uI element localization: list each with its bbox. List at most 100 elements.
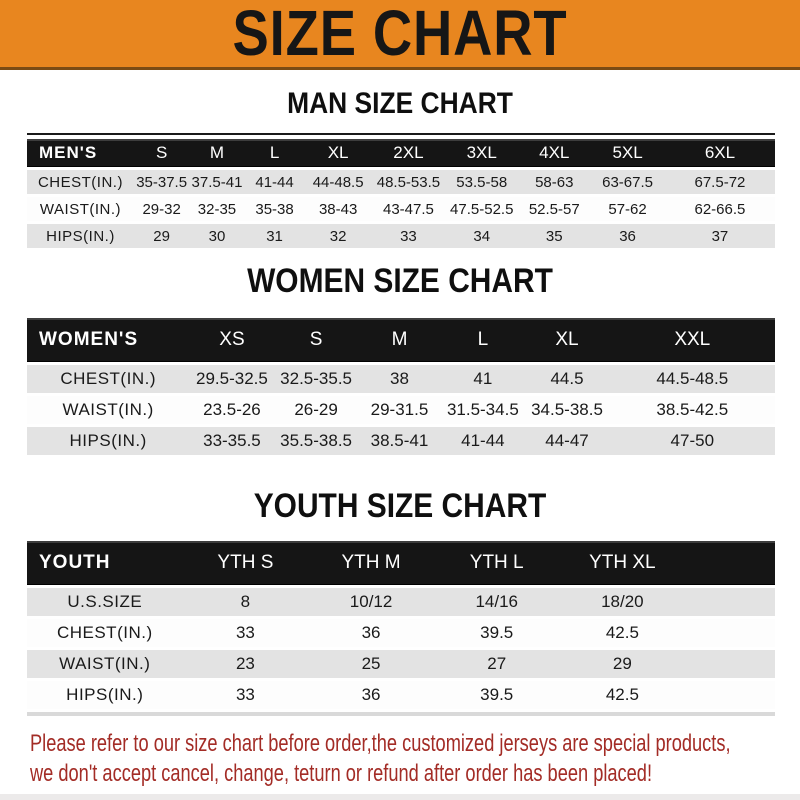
size-value-cell: 41-44 bbox=[461, 431, 505, 450]
women-section-heading: WOMEN SIZE CHART bbox=[247, 262, 553, 300]
row-label: WAIST(IN.) bbox=[62, 400, 154, 419]
size-column-header: XS bbox=[219, 329, 245, 350]
size-column-header: 5XL bbox=[612, 143, 643, 162]
size-column-header: M bbox=[391, 329, 408, 350]
size-value-cell: 42.5 bbox=[605, 685, 639, 704]
size-value-cell: 36 bbox=[619, 227, 636, 245]
section-men: MAN SIZE CHART MEN'S S M L XL 2XL 3XL 4XL 5XL 6XL… bbox=[0, 89, 800, 248]
size-value-cell: 18/20 bbox=[601, 592, 644, 611]
size-value-cell: 36 bbox=[361, 685, 381, 704]
size-value-cell: 29 bbox=[153, 227, 170, 245]
size-value-cell: 31.5-34.5 bbox=[446, 400, 519, 419]
size-value-cell: 23.5-26 bbox=[203, 400, 261, 419]
size-value-cell: 29 bbox=[612, 654, 632, 673]
size-value-cell: 10/12 bbox=[349, 592, 393, 611]
size-value-cell: 34.5-38.5 bbox=[531, 400, 603, 419]
size-value-cell: 32-35 bbox=[197, 200, 237, 218]
women-table-header-row: WOMEN'S XS S M L XL XXL bbox=[27, 318, 775, 362]
size-column-header: 3XL bbox=[466, 143, 497, 162]
size-value-cell: 44.5-48.5 bbox=[656, 369, 729, 388]
size-value-cell: 33-35.5 bbox=[203, 431, 261, 450]
size-value-cell: 38 bbox=[390, 369, 409, 388]
size-value-cell: 35 bbox=[545, 227, 563, 245]
size-value-cell: 41-44 bbox=[255, 173, 294, 191]
table-row: CHEST(IN.) 35-37.5 37.5-41 41-44 44-48.5 48.5… bbox=[27, 170, 775, 194]
table-row: U.S.SIZE 8 10/12 14/16 18/20 bbox=[27, 588, 775, 616]
size-column-header: 2XL bbox=[393, 143, 424, 162]
size-value-cell: 41 bbox=[473, 369, 493, 388]
size-value-cell: 30 bbox=[208, 227, 226, 245]
size-value-cell: 36 bbox=[361, 623, 381, 642]
women-table-body: CHEST(IN.) 29.5-32.5 32.5-35.5 38 41 44.5 44.5… bbox=[27, 365, 775, 455]
men-table-body: CHEST(IN.) 35-37.5 37.5-41 41-44 44-48.5 48.5… bbox=[27, 170, 775, 248]
size-value-cell: 38.5-41 bbox=[370, 431, 429, 450]
size-value-cell: 37 bbox=[711, 227, 729, 245]
size-column-header: L bbox=[269, 143, 280, 162]
banner: SIZE CHART bbox=[0, 0, 800, 70]
size-column-header: XXL bbox=[674, 329, 711, 350]
footer-note: Please refer to our size chart before or… bbox=[30, 729, 800, 789]
size-value-cell: 25 bbox=[361, 654, 381, 673]
size-column-header: 6XL bbox=[704, 143, 736, 162]
men-table-header-row: MEN'S S M L XL 2XL 3XL 4XL 5XL 6XL bbox=[27, 139, 775, 167]
size-value-cell: 31 bbox=[266, 227, 283, 245]
size-value-cell: 63-67.5 bbox=[602, 173, 653, 191]
size-column-header: YTH L bbox=[469, 552, 524, 573]
footer-note-line-1: Please refer to our size chart before or… bbox=[30, 730, 731, 757]
size-column-header: 4XL bbox=[539, 143, 570, 162]
size-value-cell: 29-32 bbox=[142, 200, 181, 218]
bottom-edge bbox=[0, 794, 800, 800]
section-youth: YOUTH SIZE CHART YOUTH YTH S YTH M YTH L YTH… bbox=[0, 488, 800, 716]
size-column-header: L bbox=[477, 329, 489, 350]
size-value-cell: 35.5-38.5 bbox=[280, 431, 352, 450]
size-value-cell: 38.5-42.5 bbox=[656, 400, 729, 419]
size-column-header: YTH XL bbox=[589, 552, 656, 573]
size-value-cell: 29-31.5 bbox=[370, 400, 429, 419]
youth-section-heading: YOUTH SIZE CHART bbox=[253, 487, 547, 525]
size-value-cell: 58-63 bbox=[535, 173, 574, 191]
size-value-cell: 37.5-41 bbox=[191, 173, 243, 191]
size-value-cell: 33 bbox=[235, 623, 255, 642]
table-row: CHEST(IN.) 33 36 39.5 42.5 bbox=[27, 619, 775, 647]
row-label: WAIST(IN.) bbox=[59, 654, 151, 673]
size-value-cell: 39.5 bbox=[480, 685, 514, 704]
size-value-cell: 32.5-35.5 bbox=[280, 369, 352, 388]
size-value-cell: 62-66.5 bbox=[694, 200, 746, 218]
size-column-header: YTH M bbox=[341, 552, 401, 573]
size-value-cell: 35-37.5 bbox=[136, 173, 188, 191]
row-label: CHEST(IN.) bbox=[56, 623, 153, 642]
size-value-cell: 32 bbox=[329, 227, 347, 245]
table-row: CHEST(IN.) 29.5-32.5 32.5-35.5 38 41 44.5 44.5… bbox=[27, 365, 775, 393]
size-value-cell: 52.5-57 bbox=[528, 200, 580, 218]
size-value-cell: 33 bbox=[235, 685, 255, 704]
size-value-cell: 57-62 bbox=[608, 200, 647, 218]
size-value-cell: 42.5 bbox=[605, 623, 639, 642]
row-label: U.S.SIZE bbox=[67, 592, 143, 611]
size-value-cell: 67.5-72 bbox=[694, 173, 746, 191]
size-column-header: YTH S bbox=[217, 552, 274, 573]
size-value-cell: 35-38 bbox=[255, 200, 294, 218]
youth-table-header-row: YOUTH YTH S YTH M YTH L YTH XL bbox=[27, 541, 775, 585]
size-value-cell: 44-48.5 bbox=[312, 173, 364, 191]
row-label: HIPS(IN.) bbox=[69, 431, 147, 450]
size-value-cell: 48.5-53.5 bbox=[376, 173, 441, 191]
size-value-cell: 47.5-52.5 bbox=[450, 200, 514, 218]
size-value-cell: 44.5 bbox=[550, 369, 584, 388]
size-value-cell: 26-29 bbox=[294, 400, 338, 419]
section-women: WOMEN SIZE CHART WOMEN'S XS S M L XL XXL CHEST… bbox=[0, 263, 800, 455]
table-top-rule bbox=[27, 133, 775, 135]
table-corner-label: MEN'S bbox=[39, 143, 98, 162]
size-column-header: XL bbox=[555, 329, 579, 350]
table-row: WAIST(IN.) 23 25 27 29 bbox=[27, 650, 775, 678]
size-value-cell: 44-47 bbox=[545, 431, 589, 450]
size-value-cell: 43-47.5 bbox=[382, 200, 434, 218]
size-column-header: S bbox=[309, 329, 323, 350]
row-label: CHEST(IN.) bbox=[60, 369, 156, 388]
size-value-cell: 53.5-58 bbox=[456, 173, 508, 191]
men-section-heading: MAN SIZE CHART bbox=[287, 87, 513, 120]
size-value-cell: 8 bbox=[240, 592, 251, 611]
table-row: HIPS(IN.) 33-35.5 35.5-38.5 38.5-41 41-44 44-… bbox=[27, 427, 775, 455]
size-value-cell: 33 bbox=[400, 227, 417, 245]
size-value-cell: 47-50 bbox=[670, 431, 715, 450]
table-corner-label: YOUTH bbox=[39, 552, 111, 573]
